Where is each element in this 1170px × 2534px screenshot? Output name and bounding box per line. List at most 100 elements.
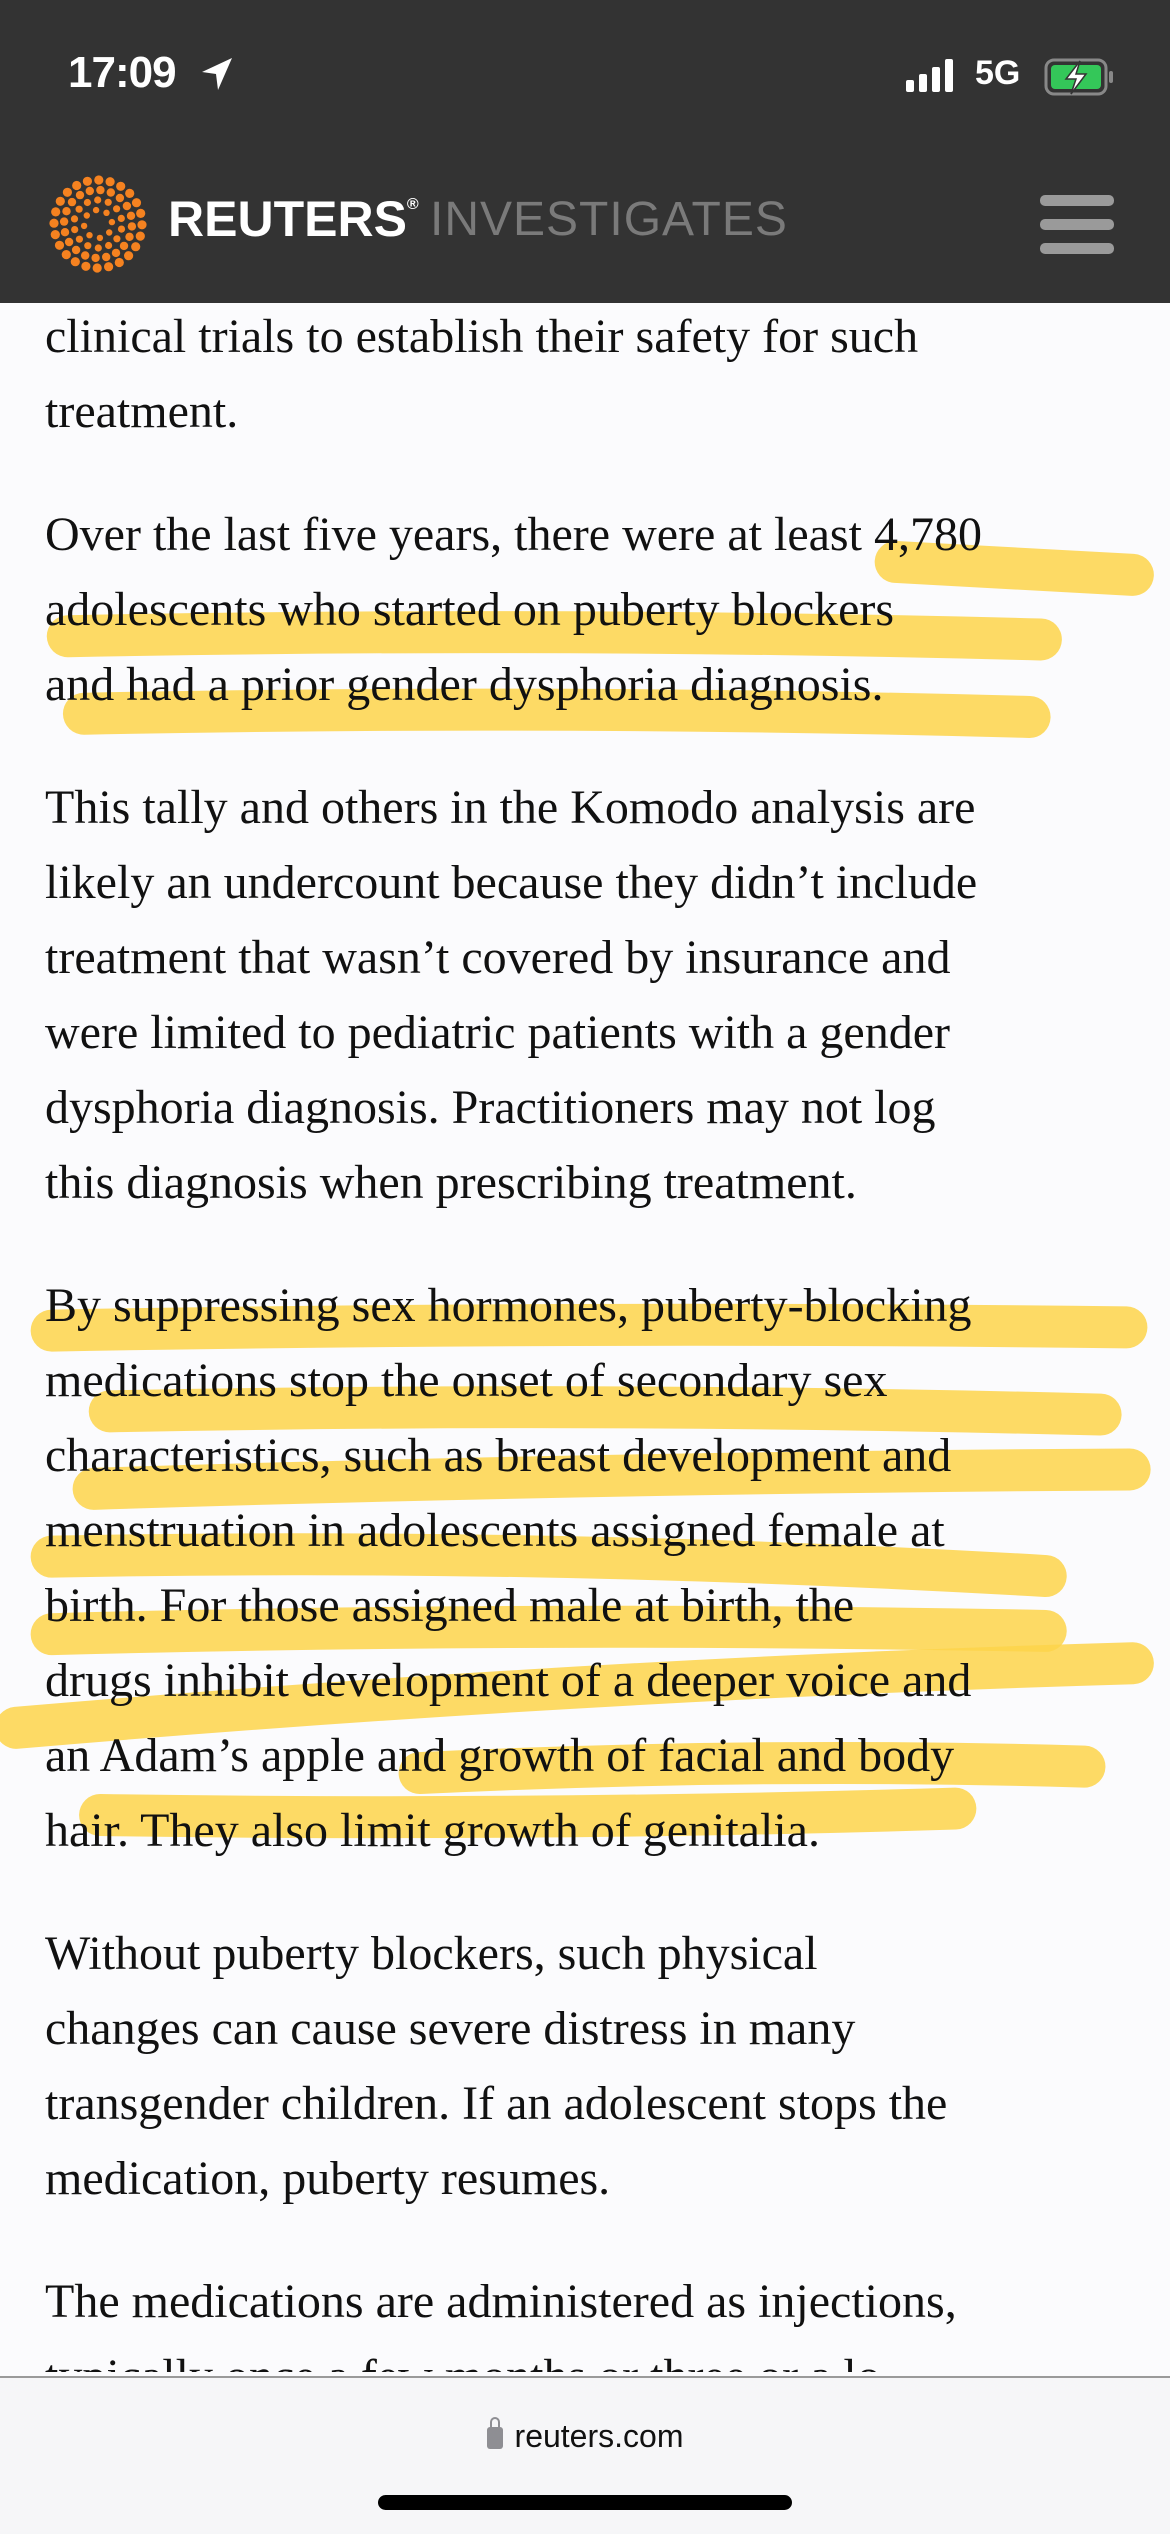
registered-mark: ® xyxy=(406,196,419,213)
signal-icon xyxy=(906,58,953,92)
logo-dot xyxy=(113,235,121,243)
logo-dot xyxy=(62,187,72,197)
logo-dot xyxy=(71,245,81,255)
text-line: This tally and others in the Komodo anal… xyxy=(45,781,976,834)
site-header: REUTERS® INVESTIGATES xyxy=(0,150,1170,303)
logo-dot xyxy=(111,248,121,258)
article-paragraph: Without puberty blockers, such physical c… xyxy=(45,1916,1145,2216)
logo-dot xyxy=(126,211,136,220)
logo-dot xyxy=(84,242,92,250)
logo-dot xyxy=(96,185,105,195)
battery-charging-icon xyxy=(1044,58,1113,96)
section-name[interactable]: INVESTIGATES xyxy=(430,193,788,246)
logo-dot xyxy=(135,231,145,241)
logo-dot xyxy=(104,262,114,272)
logo-dot xyxy=(105,241,113,250)
logo-dot xyxy=(59,217,69,226)
logo-dot xyxy=(51,207,61,217)
brand-name[interactable]: REUTERS® xyxy=(168,190,419,248)
logo-dot xyxy=(114,257,124,268)
text-line: this diagnosis when prescribing treatmen… xyxy=(45,1156,857,1209)
logo-dot xyxy=(55,196,65,206)
browser-bottom-bar: reuters.com xyxy=(0,2376,1170,2534)
text-line: an Adam’s apple and growth of facial and… xyxy=(45,1729,955,1782)
text-line: treatment. xyxy=(45,385,239,438)
logo-dot xyxy=(81,261,91,271)
reuters-logo-icon xyxy=(49,175,147,273)
logo-dot xyxy=(116,181,126,191)
logo-dot xyxy=(60,228,70,237)
logo-dot xyxy=(96,234,104,242)
logo-dot xyxy=(117,214,125,222)
text-line: dysphoria diagnosis. Practitioners may n… xyxy=(45,1081,936,1134)
logo-dot xyxy=(122,201,132,211)
logo-dot xyxy=(75,190,85,200)
text-line: clinical trials to establish their safet… xyxy=(45,310,919,363)
logo-dot xyxy=(50,230,60,240)
text-line: Over the last five years, there were at … xyxy=(45,508,982,561)
logo-dot xyxy=(94,175,104,185)
text-line: drugs inhibit development of a deeper vo… xyxy=(45,1654,972,1707)
location-arrow-icon xyxy=(202,58,232,90)
text-line: birth. For those assigned male at birth,… xyxy=(45,1579,855,1632)
text-line: medications stop the onset of secondary … xyxy=(45,1354,888,1407)
logo-dot xyxy=(91,253,100,263)
logo-dot xyxy=(92,263,102,273)
logo-dot xyxy=(106,229,113,236)
text-line: medication, puberty resumes. xyxy=(45,2152,611,2205)
logo-dot xyxy=(119,241,129,251)
logo-dot xyxy=(49,218,59,228)
url-text: reuters.com xyxy=(514,2418,684,2454)
logo-dot xyxy=(67,197,77,207)
text-line: changes can cause severe distress in man… xyxy=(45,2002,856,2055)
logo-dot xyxy=(75,205,83,213)
logo-dot xyxy=(124,251,134,261)
text-line: By suppressing sex hormones, puberty-blo… xyxy=(45,1279,972,1332)
brand-text: REUTERS xyxy=(168,191,407,247)
text-line: transgender children. If an adolescent s… xyxy=(45,2077,948,2130)
logo-dot xyxy=(113,205,121,213)
logo-dot xyxy=(75,235,83,243)
hamburger-menu-button[interactable] xyxy=(1040,195,1114,255)
logo-dot xyxy=(71,226,79,234)
text-line: were limited to pediatric patients with … xyxy=(45,1006,951,1059)
logo-dot xyxy=(70,215,79,223)
logo-dot xyxy=(83,198,91,207)
logo-dot xyxy=(127,222,137,231)
logo-dot xyxy=(70,257,80,267)
logo-dot xyxy=(86,232,93,239)
logo-dot xyxy=(94,244,102,252)
logo-dot xyxy=(102,252,111,262)
home-indicator[interactable] xyxy=(378,2495,792,2510)
text-line: likely an undercount because they didn’t… xyxy=(45,856,978,909)
clock: 17:09 xyxy=(68,48,177,97)
address-bar[interactable]: reuters.com xyxy=(0,2417,1170,2455)
logo-dot xyxy=(92,206,100,214)
text-line: Without puberty blockers, such physical xyxy=(45,1927,818,1980)
logo-dot xyxy=(64,237,74,247)
logo-dot xyxy=(117,225,126,233)
logo-dot xyxy=(131,198,142,208)
text-line: menstruation in adolescents assigned fem… xyxy=(45,1504,945,1557)
logo-dot xyxy=(61,250,71,260)
status-bar: 17:09 5G xyxy=(0,0,1170,150)
article-paragraph: This tally and others in the Komodo anal… xyxy=(45,770,1145,1220)
lock-icon xyxy=(486,2417,503,2449)
logo-dot xyxy=(131,242,141,252)
logo-dot xyxy=(125,232,134,241)
logo-dot xyxy=(72,180,82,191)
article-body: clinical trials to establish their safet… xyxy=(45,299,1145,2372)
text-line: typically once a few months or three or … xyxy=(45,2339,1145,2372)
logo-dot xyxy=(94,196,102,204)
text-line: adolescents who started on puberty block… xyxy=(45,583,895,636)
text-line: and had a prior gender dysphoria diagnos… xyxy=(45,658,884,711)
network-type: 5G xyxy=(975,54,1021,92)
logo-dot xyxy=(105,177,115,187)
logo-dot xyxy=(81,251,90,260)
logo-dot xyxy=(80,222,88,230)
text-line: The medications are administered as inje… xyxy=(45,2275,957,2328)
logo-dot xyxy=(136,208,146,218)
text-line: characteristics, such as breast developm… xyxy=(45,1429,952,1482)
logo-dot xyxy=(62,207,71,216)
article-paragraph: Over the last five years, there were at … xyxy=(45,497,1145,722)
